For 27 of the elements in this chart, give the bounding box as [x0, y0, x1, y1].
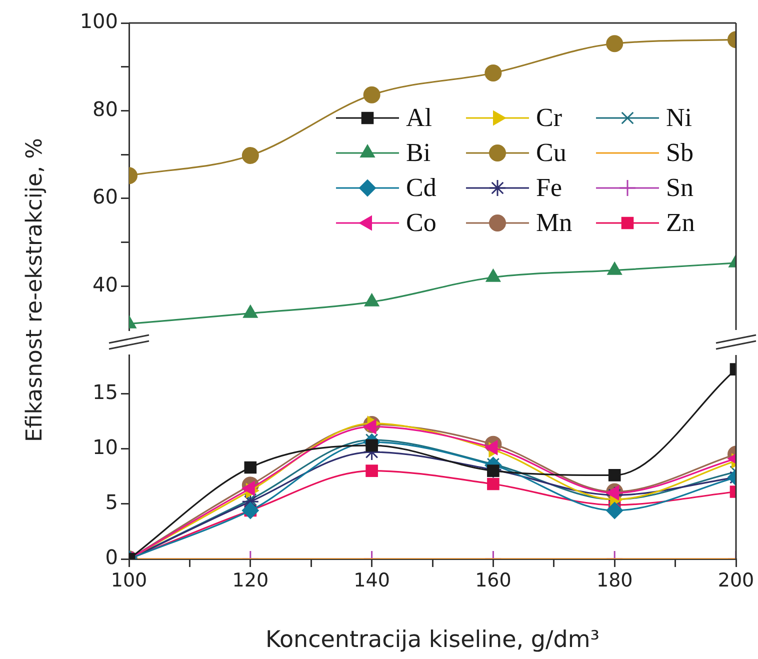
legend-label: Mn — [536, 208, 572, 237]
legend-label: Cr — [536, 102, 562, 132]
y-tick-label: 10 — [92, 434, 118, 459]
y-tick-label: 80 — [92, 96, 118, 121]
x-tick-label: 200 — [718, 569, 754, 592]
y-tick-label: 15 — [92, 380, 118, 404]
legend-label: Co — [406, 208, 436, 237]
x-tick-label: 180 — [596, 569, 633, 592]
legend-label: Al — [406, 102, 432, 132]
legend-label: Zn — [666, 208, 695, 237]
x-tick-label: 140 — [354, 569, 390, 592]
legend-label: Ni — [666, 102, 692, 132]
y-tick-label: 5 — [105, 490, 118, 514]
x-axis-title: Koncentracija kiseline, g/dm³ — [266, 627, 600, 654]
y-tick-label: 100 — [80, 9, 118, 34]
x-tick-label: 160 — [475, 569, 512, 592]
y-tick-label: 0 — [105, 545, 118, 570]
x-tick-label: 120 — [232, 569, 269, 592]
y-tick-label: 40 — [92, 272, 118, 296]
legend-label: Bi — [406, 138, 431, 167]
legend-label: Sn — [666, 172, 694, 202]
legend-label: Cd — [406, 172, 436, 202]
legend-label: Cu — [536, 138, 566, 167]
legend-label: Sb — [666, 138, 694, 167]
legend-label: Fe — [536, 172, 562, 202]
y-axis-title: Efikasnost re-ekstrakcije, % — [22, 138, 48, 442]
y-tick-label: 60 — [92, 184, 118, 209]
